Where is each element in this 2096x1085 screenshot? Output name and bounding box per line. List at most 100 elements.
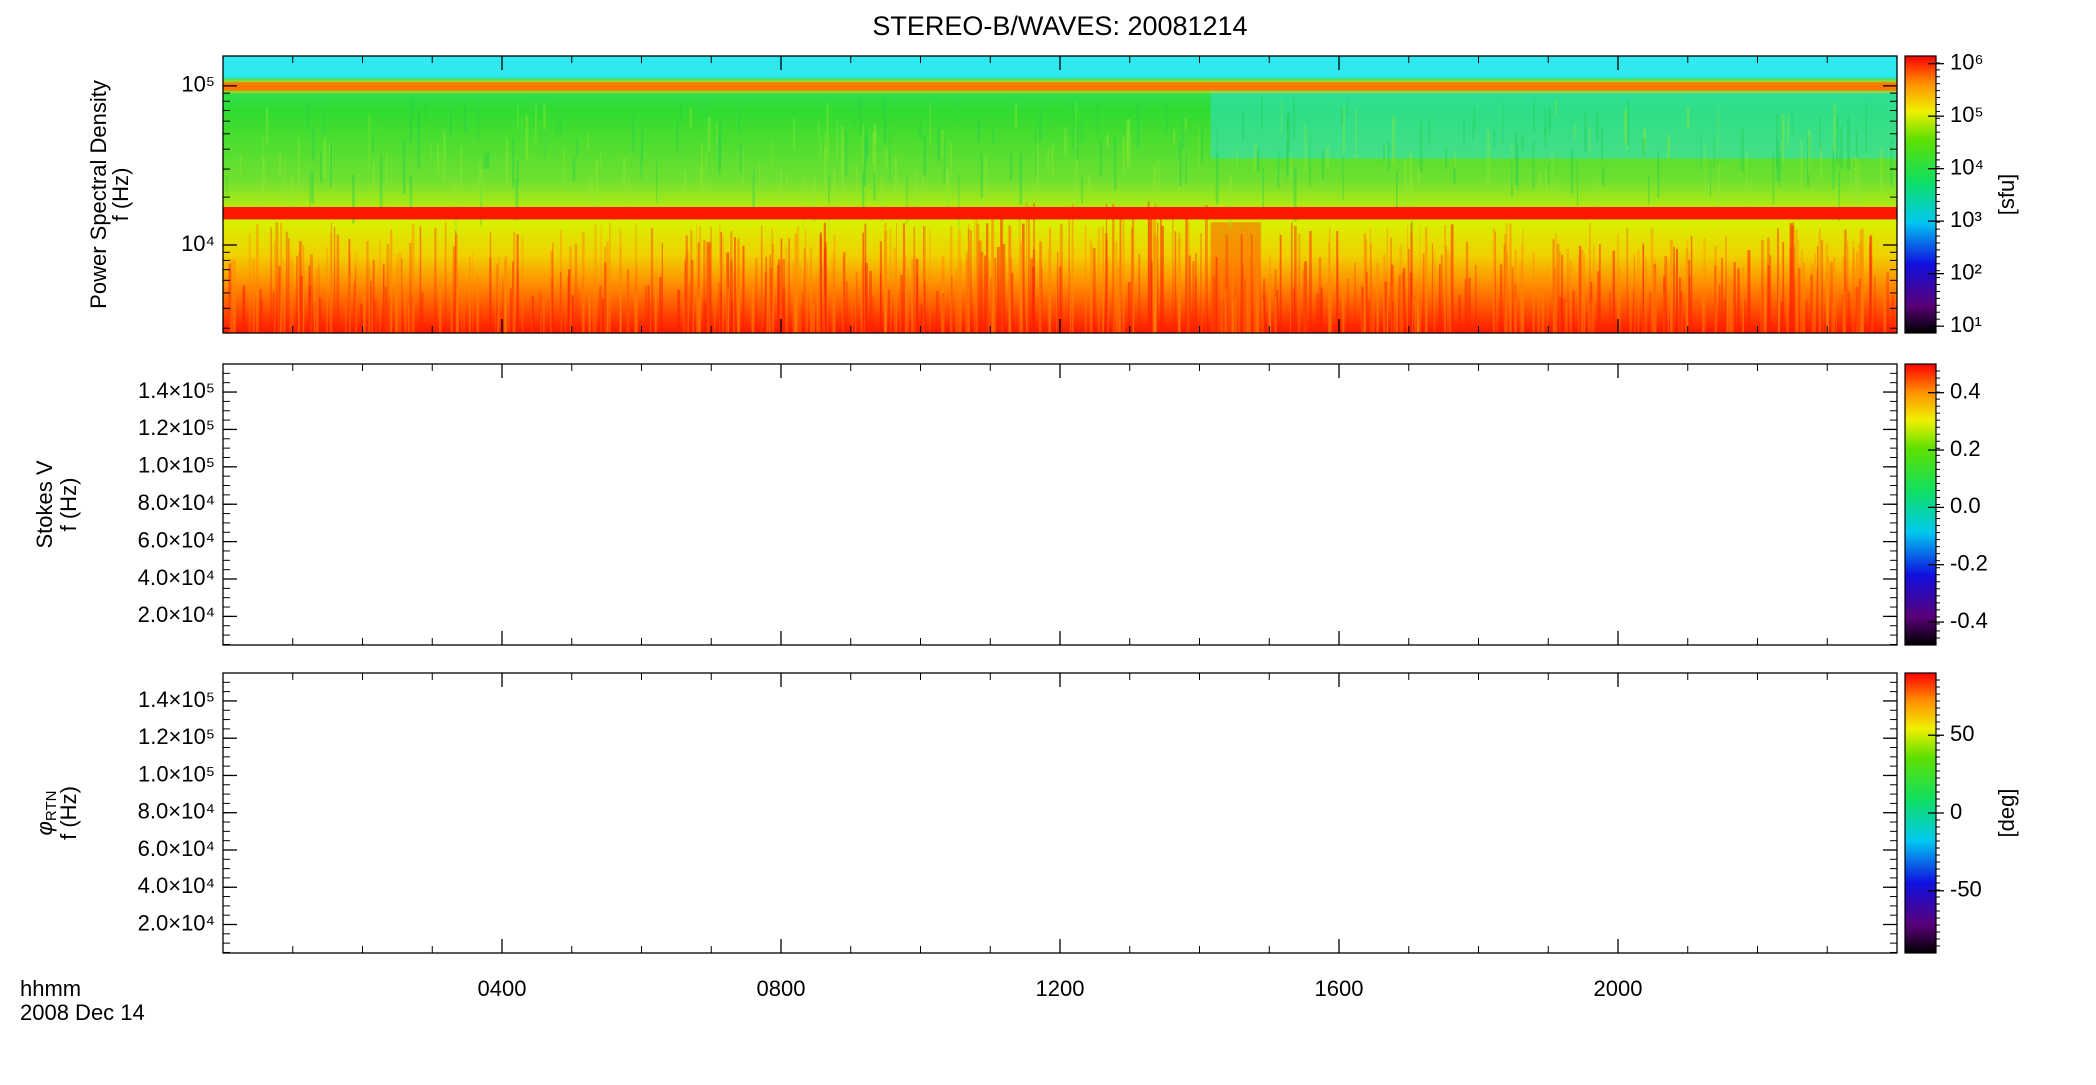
texture-streak bbox=[1688, 275, 1691, 333]
texture-streak bbox=[322, 111, 325, 140]
texture-streak bbox=[1449, 252, 1452, 333]
texture-streak bbox=[992, 127, 995, 145]
texture-streak bbox=[1522, 229, 1524, 333]
texture-streak bbox=[407, 304, 411, 333]
texture-streak bbox=[280, 222, 283, 333]
texture-streak bbox=[765, 256, 768, 333]
texture-streak bbox=[1126, 120, 1129, 159]
texture-streak bbox=[1506, 252, 1508, 333]
texture-streak bbox=[861, 124, 864, 174]
colorbar-tick-label: -0.4 bbox=[1950, 608, 1988, 633]
texture-streak bbox=[1644, 129, 1647, 150]
emission-line bbox=[223, 82, 1897, 91]
texture-streak bbox=[1220, 267, 1224, 333]
texture-streak bbox=[1039, 261, 1042, 333]
texture-streak bbox=[1781, 114, 1785, 163]
texture-streak bbox=[904, 255, 907, 333]
texture-streak bbox=[1832, 147, 1835, 190]
texture-streak bbox=[352, 174, 355, 224]
texture-streak bbox=[845, 281, 848, 333]
plot-frame bbox=[222, 672, 1898, 954]
texture-streak bbox=[874, 132, 877, 186]
texture-streak bbox=[1650, 228, 1654, 333]
texture-streak bbox=[1629, 283, 1632, 333]
texture-streak bbox=[771, 140, 773, 171]
texture-streak bbox=[1743, 300, 1747, 333]
texture-streak bbox=[502, 278, 504, 333]
texture-streak bbox=[799, 304, 803, 333]
texture-streak bbox=[266, 107, 269, 145]
texture-streak bbox=[689, 106, 693, 128]
texture-streak bbox=[923, 282, 926, 333]
texture-streak bbox=[1537, 291, 1541, 333]
texture-streak bbox=[1431, 243, 1434, 333]
texture-streak bbox=[1522, 294, 1525, 333]
texture-streak bbox=[1685, 248, 1688, 333]
texture-streak bbox=[1411, 297, 1414, 333]
texture-streak bbox=[803, 248, 806, 333]
texture-streak bbox=[1398, 275, 1402, 333]
texture-streak bbox=[1106, 133, 1109, 148]
texture-streak bbox=[1127, 282, 1131, 333]
texture-streak bbox=[843, 252, 846, 333]
texture-streak bbox=[1593, 244, 1595, 333]
texture-streak bbox=[1865, 102, 1868, 155]
texture-streak bbox=[947, 170, 949, 208]
texture-streak bbox=[606, 241, 609, 333]
texture-streak bbox=[1384, 281, 1388, 333]
texture-streak bbox=[1262, 167, 1264, 213]
texture-streak bbox=[1492, 227, 1495, 333]
texture-streak bbox=[1020, 243, 1023, 333]
texture-streak bbox=[832, 169, 836, 209]
texture-streak bbox=[1870, 256, 1873, 333]
texture-streak bbox=[1593, 178, 1596, 215]
texture-streak bbox=[1261, 97, 1263, 130]
texture-streak bbox=[627, 179, 630, 211]
texture-streak bbox=[1320, 299, 1323, 333]
colorbar-tick-label: 10⁶ bbox=[1950, 49, 1984, 74]
texture-streak bbox=[1532, 252, 1535, 333]
texture-streak bbox=[716, 122, 718, 143]
texture-streak bbox=[1521, 244, 1523, 333]
texture-streak bbox=[1246, 226, 1249, 333]
texture-streak bbox=[1236, 149, 1238, 167]
texture-streak bbox=[1569, 260, 1572, 333]
texture-streak bbox=[396, 254, 399, 333]
texture-streak bbox=[1589, 222, 1591, 333]
texture-streak bbox=[958, 228, 961, 333]
texture-streak bbox=[953, 97, 956, 122]
texture-streak bbox=[1263, 293, 1266, 333]
texture-streak bbox=[826, 271, 829, 333]
texture-streak bbox=[1680, 291, 1683, 333]
texture-streak bbox=[697, 242, 700, 333]
texture-streak bbox=[1008, 227, 1012, 333]
texture-streak bbox=[1453, 168, 1457, 185]
texture-streak bbox=[1059, 266, 1062, 333]
texture-streak bbox=[262, 156, 265, 207]
texture-streak bbox=[373, 300, 376, 333]
texture-streak bbox=[855, 269, 857, 333]
colorbar bbox=[1904, 363, 1937, 646]
texture-streak bbox=[1647, 175, 1650, 205]
texture-streak bbox=[483, 154, 487, 169]
texture-streak bbox=[1634, 275, 1636, 333]
texture-streak bbox=[366, 241, 369, 333]
texture-streak bbox=[1330, 273, 1333, 333]
texture-streak bbox=[950, 226, 953, 333]
texture-streak bbox=[679, 102, 682, 123]
texture-streak bbox=[1703, 237, 1706, 333]
texture-streak bbox=[1068, 217, 1071, 333]
texture-streak bbox=[1048, 227, 1052, 333]
texture-streak bbox=[498, 257, 500, 333]
texture-streak bbox=[1714, 265, 1717, 333]
texture-streak bbox=[309, 254, 313, 333]
texture-streak bbox=[1303, 263, 1306, 333]
texture-streak bbox=[1810, 274, 1813, 333]
texture-streak bbox=[1174, 231, 1177, 333]
texture-streak bbox=[1267, 283, 1270, 333]
texture-streak bbox=[1617, 267, 1621, 333]
texture-streak bbox=[1030, 258, 1034, 333]
texture-streak bbox=[320, 150, 323, 183]
texture-streak bbox=[866, 137, 869, 157]
texture-streak bbox=[300, 275, 303, 333]
